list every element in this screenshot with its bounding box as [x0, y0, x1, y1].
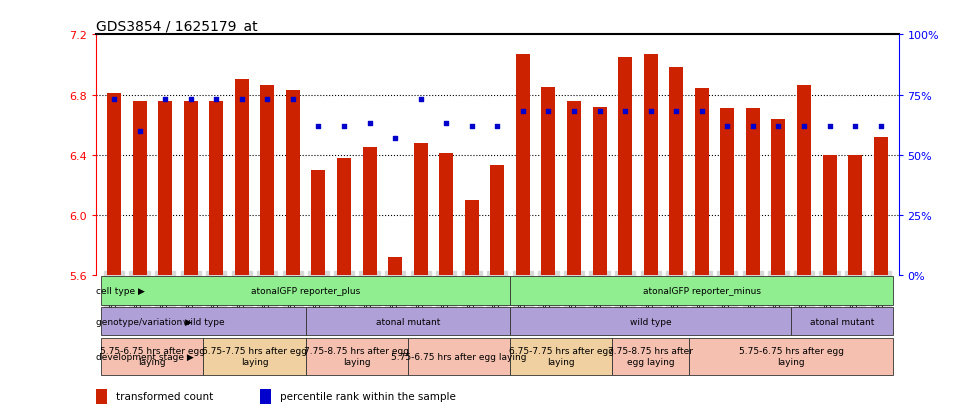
Point [848, 123, 863, 130]
Text: development stage ▶: development stage ▶ [96, 352, 194, 361]
Bar [184, 101, 198, 276]
Point [438, 121, 454, 128]
Point [694, 109, 709, 115]
Point [183, 97, 198, 103]
Text: 6.75-7.75 hrs after egg
laying: 6.75-7.75 hrs after egg laying [202, 347, 308, 366]
Point [771, 123, 786, 130]
Bar [797, 86, 811, 276]
Text: atonal mutant: atonal mutant [810, 317, 875, 326]
Bar [234, 80, 249, 276]
Bar [669, 68, 683, 276]
Point [490, 123, 505, 130]
Bar [388, 258, 402, 276]
Bar [306, 338, 407, 375]
Bar [413, 143, 428, 276]
Bar [823, 155, 837, 276]
Bar [133, 101, 147, 276]
Point [566, 109, 581, 115]
Bar [285, 91, 300, 276]
Text: atonal mutant: atonal mutant [376, 317, 440, 326]
Bar [158, 101, 172, 276]
Point [643, 109, 658, 115]
Bar [96, 389, 107, 404]
Text: atonalGFP reporter_minus: atonalGFP reporter_minus [643, 287, 761, 295]
Text: percentile rank within the sample: percentile rank within the sample [280, 392, 456, 401]
Bar [101, 338, 204, 375]
Bar [644, 55, 657, 276]
Text: cell type ▶: cell type ▶ [96, 287, 145, 295]
Bar [306, 307, 510, 336]
Text: transformed count: transformed count [115, 392, 212, 401]
Bar [101, 277, 510, 305]
Bar [848, 155, 862, 276]
Point [158, 97, 173, 103]
Bar [541, 88, 555, 276]
Bar [721, 109, 734, 276]
Text: GDS3854 / 1625179_at: GDS3854 / 1625179_at [96, 20, 258, 34]
Bar [510, 338, 612, 375]
Bar [689, 338, 894, 375]
Point [797, 123, 812, 130]
Point [259, 97, 275, 103]
Point [873, 123, 888, 130]
Point [541, 109, 556, 115]
Point [362, 121, 378, 128]
Point [413, 97, 429, 103]
Bar [362, 148, 377, 276]
Point [336, 123, 352, 130]
Bar [407, 338, 510, 375]
Bar [746, 109, 760, 276]
Text: genotype/variation ▶: genotype/variation ▶ [96, 317, 192, 326]
Text: 5.75-6.75 hrs after egg
laying: 5.75-6.75 hrs after egg laying [739, 347, 844, 366]
Bar [260, 389, 271, 404]
Bar [465, 201, 479, 276]
Bar [204, 338, 306, 375]
Bar [510, 307, 791, 336]
Bar [337, 159, 351, 276]
Point [310, 123, 326, 130]
Point [107, 97, 122, 103]
Bar [260, 86, 274, 276]
Point [132, 128, 147, 135]
Text: atonalGFP reporter_plus: atonalGFP reporter_plus [251, 287, 360, 295]
Bar [510, 277, 894, 305]
Bar [791, 307, 894, 336]
Point [822, 123, 837, 130]
Point [515, 109, 530, 115]
Text: 7.75-8.75 hrs after egg
laying: 7.75-8.75 hrs after egg laying [305, 347, 409, 366]
Point [209, 97, 224, 103]
Bar [567, 101, 581, 276]
Text: 7.75-8.75 hrs after
egg laying: 7.75-8.75 hrs after egg laying [608, 347, 693, 366]
Bar [772, 119, 785, 276]
Text: 6.75-7.75 hrs after egg
laying: 6.75-7.75 hrs after egg laying [508, 347, 614, 366]
Point [745, 123, 760, 130]
Bar [874, 138, 888, 276]
Bar [593, 107, 606, 276]
Point [464, 123, 480, 130]
Text: 5.75-6.75 hrs after egg
laying: 5.75-6.75 hrs after egg laying [100, 347, 205, 366]
Point [617, 109, 632, 115]
Point [669, 109, 684, 115]
Bar [439, 154, 454, 276]
Point [387, 135, 403, 142]
Bar [101, 307, 306, 336]
Bar [618, 58, 632, 276]
Text: wild type: wild type [629, 317, 672, 326]
Bar [516, 55, 530, 276]
Point [285, 97, 301, 103]
Bar [612, 338, 689, 375]
Point [234, 97, 250, 103]
Point [592, 109, 607, 115]
Bar [311, 171, 326, 276]
Bar [695, 89, 709, 276]
Bar [490, 166, 505, 276]
Text: wild type: wild type [183, 317, 224, 326]
Text: 5.75-6.75 hrs after egg laying: 5.75-6.75 hrs after egg laying [391, 352, 527, 361]
Bar [209, 101, 223, 276]
Bar [107, 94, 121, 276]
Point [720, 123, 735, 130]
